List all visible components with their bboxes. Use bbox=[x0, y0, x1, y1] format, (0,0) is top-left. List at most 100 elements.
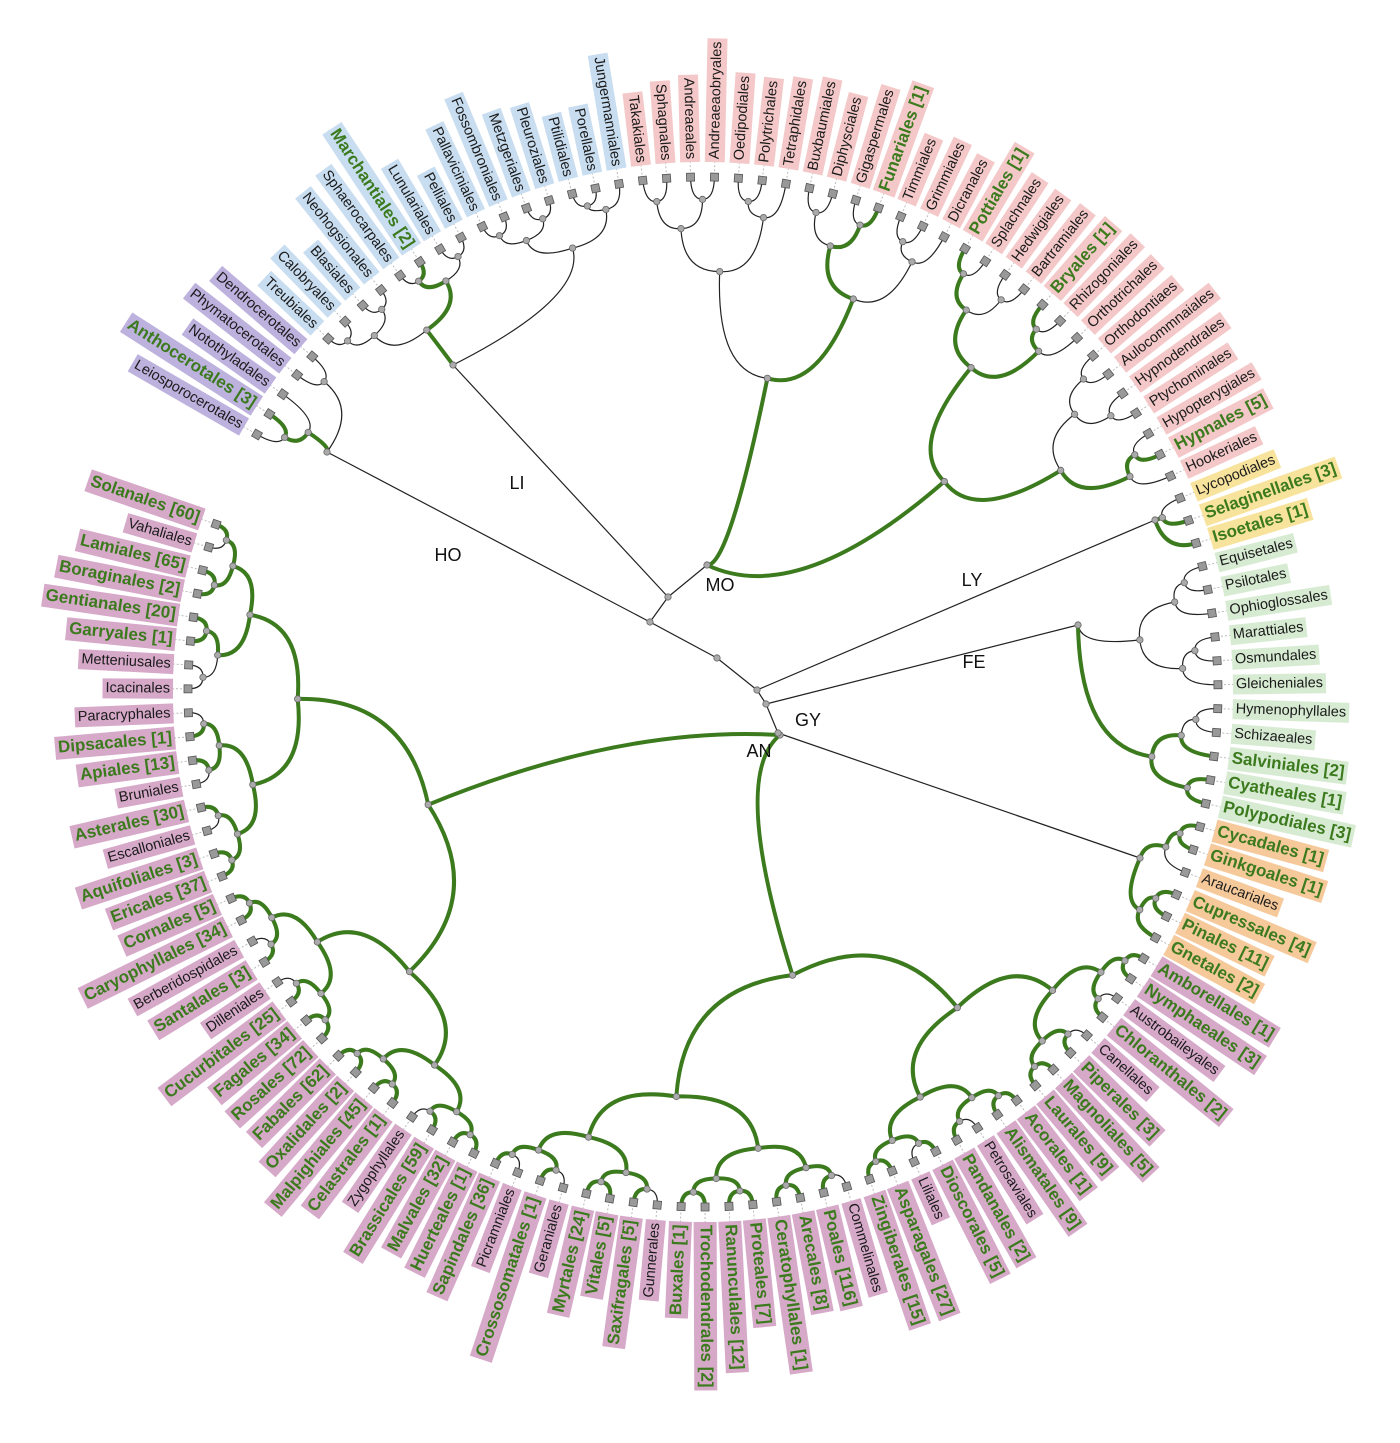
branch bbox=[918, 1084, 974, 1100]
label-background bbox=[41, 583, 181, 627]
branch bbox=[969, 349, 1041, 379]
node bbox=[353, 1049, 361, 1058]
branch bbox=[432, 1063, 463, 1114]
branch bbox=[705, 376, 770, 567]
node bbox=[788, 971, 797, 979]
tip bbox=[733, 173, 744, 183]
leader bbox=[640, 165, 643, 175]
tip bbox=[216, 870, 228, 882]
leader bbox=[327, 1059, 335, 1067]
node bbox=[214, 811, 222, 820]
node bbox=[646, 618, 654, 626]
label-background bbox=[69, 799, 190, 849]
leader bbox=[345, 1076, 353, 1084]
tip bbox=[210, 518, 222, 530]
label-background bbox=[1231, 644, 1320, 670]
tip bbox=[604, 1193, 615, 1204]
branch bbox=[202, 654, 219, 678]
leader bbox=[1222, 732, 1232, 735]
label-background bbox=[932, 1159, 1011, 1285]
branch bbox=[1138, 601, 1176, 641]
label-background bbox=[1220, 563, 1292, 597]
node bbox=[583, 202, 592, 210]
backbone-branch bbox=[765, 703, 779, 734]
tip bbox=[1194, 821, 1206, 833]
leader bbox=[217, 900, 226, 905]
tip bbox=[183, 708, 193, 718]
tip bbox=[850, 194, 862, 206]
node bbox=[449, 361, 457, 369]
branch bbox=[536, 1148, 559, 1173]
label-background bbox=[77, 649, 175, 675]
leader bbox=[181, 784, 191, 788]
tip bbox=[991, 1108, 1004, 1121]
label-background bbox=[509, 102, 555, 190]
tip bbox=[1010, 1094, 1023, 1107]
leader bbox=[497, 202, 503, 212]
leader bbox=[1056, 1073, 1064, 1081]
tip bbox=[426, 1123, 439, 1137]
label-background bbox=[102, 825, 196, 869]
label-background bbox=[742, 1218, 777, 1329]
node bbox=[1126, 472, 1134, 481]
tip bbox=[938, 230, 951, 243]
node bbox=[228, 856, 236, 864]
leader bbox=[1000, 1119, 1007, 1128]
branch bbox=[714, 1176, 742, 1193]
label-background bbox=[207, 1021, 303, 1106]
node bbox=[716, 267, 724, 276]
tip bbox=[971, 1121, 984, 1134]
tip bbox=[804, 182, 815, 194]
label-background bbox=[54, 726, 176, 760]
order-label: Metteniusales bbox=[81, 651, 171, 672]
label-background bbox=[1163, 934, 1266, 1005]
node bbox=[246, 611, 254, 619]
branch bbox=[1052, 413, 1076, 471]
label-background bbox=[649, 80, 676, 165]
label-background bbox=[1217, 795, 1357, 848]
label-background bbox=[1230, 723, 1317, 751]
label-background bbox=[1128, 311, 1232, 393]
leader bbox=[847, 1192, 852, 1202]
label-background bbox=[54, 554, 185, 603]
branch bbox=[295, 696, 431, 807]
node bbox=[442, 277, 450, 285]
tip bbox=[393, 269, 407, 282]
label-background bbox=[157, 1001, 287, 1107]
label-background bbox=[791, 1210, 834, 1316]
label-background bbox=[1143, 342, 1239, 414]
label-background bbox=[341, 1123, 412, 1214]
tip bbox=[1080, 1029, 1094, 1042]
branch bbox=[890, 1134, 921, 1146]
node bbox=[1136, 636, 1144, 644]
branch bbox=[680, 228, 721, 273]
node bbox=[313, 938, 321, 946]
label-background bbox=[1150, 956, 1281, 1048]
tip bbox=[908, 1155, 920, 1168]
node bbox=[495, 232, 504, 240]
node bbox=[233, 830, 242, 838]
branch bbox=[250, 696, 301, 787]
label-background bbox=[942, 153, 995, 229]
tip bbox=[276, 388, 289, 401]
leader bbox=[432, 235, 438, 245]
branch bbox=[445, 255, 461, 282]
leader bbox=[1185, 491, 1195, 497]
leader bbox=[444, 1147, 451, 1156]
node bbox=[856, 221, 864, 229]
node bbox=[653, 197, 661, 206]
clade-label: LY bbox=[962, 570, 983, 590]
branch bbox=[756, 1144, 808, 1170]
label-background bbox=[841, 1198, 888, 1298]
tip bbox=[1137, 952, 1150, 965]
leader bbox=[824, 1198, 828, 1208]
branch bbox=[229, 832, 243, 863]
branch bbox=[510, 1144, 541, 1157]
leader bbox=[810, 173, 814, 183]
node bbox=[202, 627, 211, 635]
branch bbox=[656, 200, 682, 230]
node bbox=[1131, 451, 1139, 459]
leader bbox=[988, 248, 994, 257]
node bbox=[1151, 516, 1159, 524]
